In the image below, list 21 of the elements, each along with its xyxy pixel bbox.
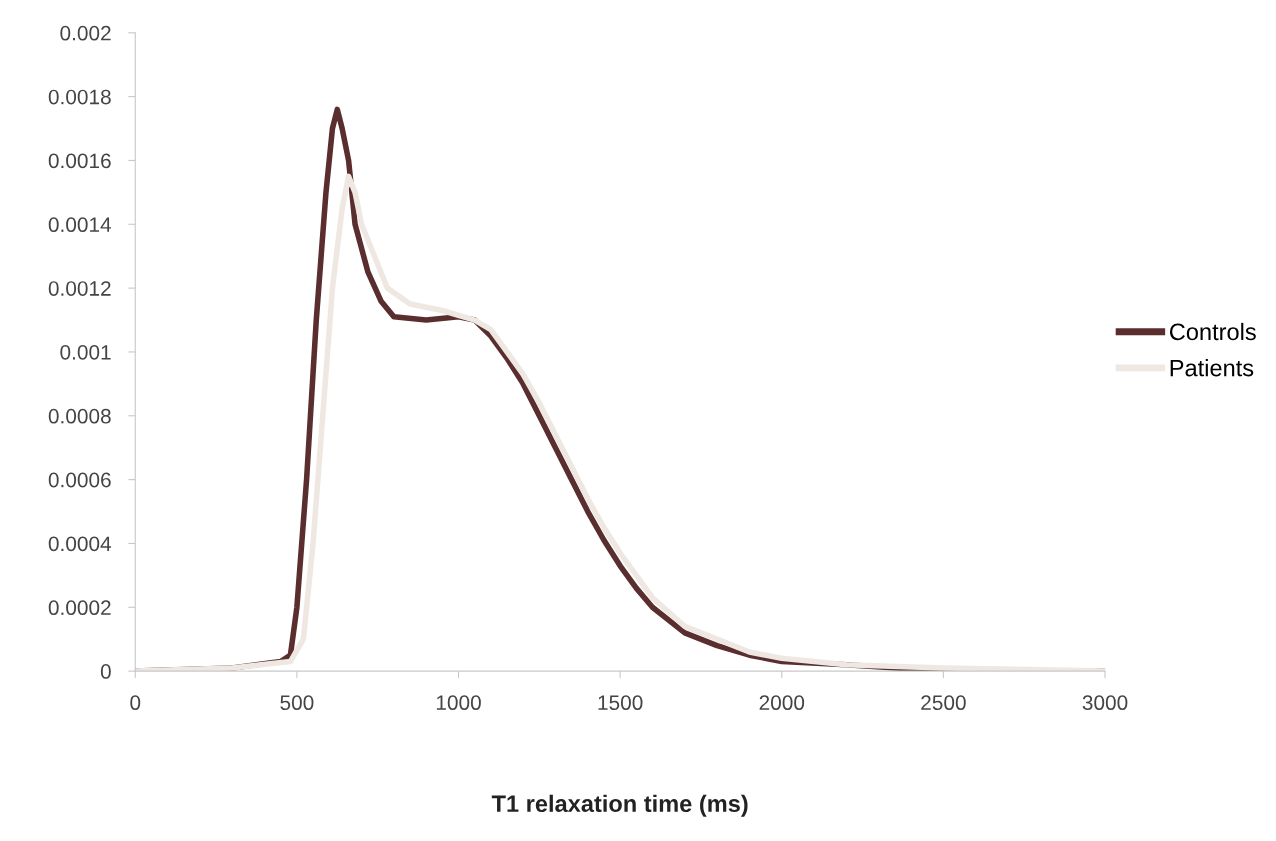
y-tick-label: 0.0018 <box>48 89 111 105</box>
legend-label: Patients <box>1170 359 1254 377</box>
y-tick-label: 0.002 <box>60 25 111 41</box>
legend-label: Controls <box>1169 322 1256 341</box>
y-tick-label: 0.0014 <box>48 217 112 233</box>
x-tick-label: 0 <box>130 695 141 711</box>
y-tick-label: 0 <box>100 664 111 679</box>
y-tick-label: 0.0002 <box>48 600 111 616</box>
x-tick-label: 1500 <box>598 695 643 711</box>
y-tick-label: 0.0012 <box>48 281 111 296</box>
y-tick-label: 0.001 <box>60 344 111 360</box>
x-tick-label: 1000 <box>436 695 481 711</box>
x-tick-label: 2000 <box>759 695 805 711</box>
x-axis-title: T1 relaxation time (ms) <box>491 794 748 817</box>
y-tick-label: 0.0016 <box>48 153 111 169</box>
x-tick-label: 3000 <box>1082 695 1128 711</box>
y-tick-label: 0.0006 <box>48 472 111 488</box>
x-tick-label: 500 <box>280 695 314 711</box>
y-tick-label: 0.0008 <box>48 408 111 424</box>
y-tick-label: 0.0004 <box>48 536 112 552</box>
x-tick-label: 2500 <box>921 695 966 711</box>
